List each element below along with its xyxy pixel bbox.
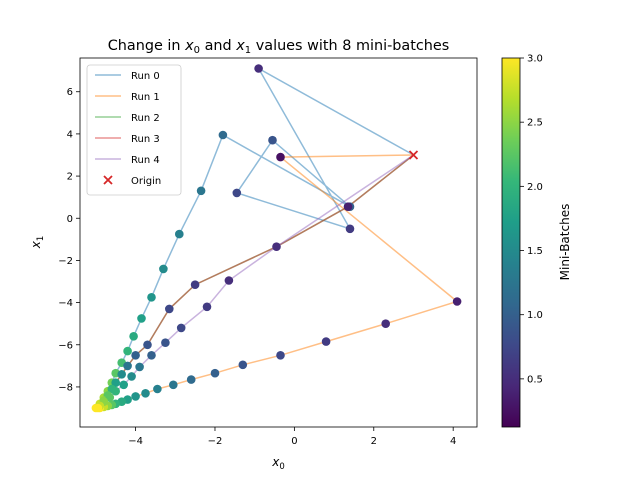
chart-title: Change in x0 and x1 values with 8 mini-b… <box>108 38 450 56</box>
data-point <box>111 386 120 396</box>
y-tick-label: −6 <box>58 340 73 351</box>
x-axis-label: x0 <box>271 455 285 472</box>
data-point <box>210 368 220 378</box>
data-point <box>147 351 156 360</box>
data-point <box>119 380 128 390</box>
y-tick-label: −8 <box>58 382 73 393</box>
colorbar-tick-label: 3.0 <box>527 54 543 65</box>
y-tick-label: 4 <box>67 129 73 140</box>
data-point <box>218 130 228 140</box>
x-tick-label: 0 <box>291 436 297 447</box>
data-point <box>186 375 196 384</box>
y-tick-label: 2 <box>67 172 73 183</box>
colorbar-tick-label: 1.5 <box>527 246 543 257</box>
data-point <box>129 332 138 341</box>
data-point <box>137 314 146 323</box>
data-point <box>202 302 212 312</box>
data-point <box>276 152 285 162</box>
legend-label: Run 3 <box>131 134 160 145</box>
y-tick-label: 6 <box>67 87 73 98</box>
colorbar-tick-label: 2.0 <box>527 182 543 193</box>
data-point <box>254 64 263 73</box>
y-axis-label: x1 <box>29 236 46 250</box>
colorbar-ticks: 0.5 1.0 1.5 2.0 2.5 3.0 <box>520 54 543 385</box>
legend-frame <box>86 64 182 196</box>
data-point <box>272 242 281 251</box>
data-point <box>131 351 140 360</box>
legend-origin-marker <box>103 175 113 185</box>
y-tick-label: −4 <box>58 298 73 309</box>
colorbar-frame <box>501 57 521 428</box>
scatter-points <box>91 64 462 413</box>
plot-frame <box>79 57 478 428</box>
data-point <box>169 380 178 390</box>
x-tick-label: −2 <box>208 436 223 447</box>
data-point <box>147 293 156 302</box>
data-point <box>196 186 206 196</box>
data-point <box>143 340 152 350</box>
data-point <box>224 276 234 285</box>
legend-label: Run 1 <box>131 92 160 103</box>
colorbar-tick-label: 1.0 <box>527 310 543 321</box>
data-point <box>345 224 355 234</box>
legend: Run 0 Run 1 Run 2 Run 3 Run 4 Origin <box>86 64 182 196</box>
x-axis-ticks: −4 −2 0 2 4 <box>128 427 456 447</box>
data-point <box>452 297 462 306</box>
origin-point <box>408 150 419 160</box>
data-point <box>175 229 184 239</box>
data-point <box>123 361 132 371</box>
data-point <box>190 280 200 290</box>
data-point <box>117 370 126 379</box>
data-point <box>111 378 120 388</box>
y-tick-label: 0 <box>67 214 73 225</box>
legend-label: Run 0 <box>131 71 160 82</box>
x-tick-label: 2 <box>371 436 377 447</box>
data-point <box>135 362 144 372</box>
y-tick-label: −2 <box>58 256 73 267</box>
x-tick-label: 4 <box>450 436 456 447</box>
data-point <box>381 319 391 329</box>
colorbar-label: Mini-Batches <box>558 204 572 281</box>
data-point <box>105 393 115 402</box>
colorbar-tick-label: 0.5 <box>527 374 543 385</box>
data-point <box>232 188 242 198</box>
colorbar-tick-label: 2.5 <box>527 118 543 129</box>
colorbar: 0.5 1.0 1.5 2.0 2.5 3.0 Mini-Batches <box>501 54 572 428</box>
data-point <box>153 384 162 394</box>
data-point <box>131 392 140 401</box>
data-point <box>276 351 285 360</box>
data-point <box>123 346 132 356</box>
colorbar-gradient <box>502 58 520 427</box>
data-point <box>238 360 248 370</box>
origin-marker <box>408 150 419 160</box>
x-tick-label: −4 <box>128 436 143 447</box>
legend-label: Origin <box>131 176 161 187</box>
data-point <box>165 304 174 314</box>
data-point <box>93 403 103 413</box>
data-point <box>321 337 331 346</box>
data-point <box>159 264 168 274</box>
data-point <box>141 389 150 398</box>
data-point <box>161 338 170 348</box>
legend-label: Run 4 <box>131 155 160 166</box>
data-point <box>127 372 136 381</box>
data-point <box>268 135 277 145</box>
data-point <box>176 323 186 333</box>
data-point <box>343 202 353 211</box>
y-axis-ticks: −8 −6 −4 −2 0 2 4 6 <box>58 87 80 393</box>
legend-label: Run 2 <box>131 113 160 124</box>
